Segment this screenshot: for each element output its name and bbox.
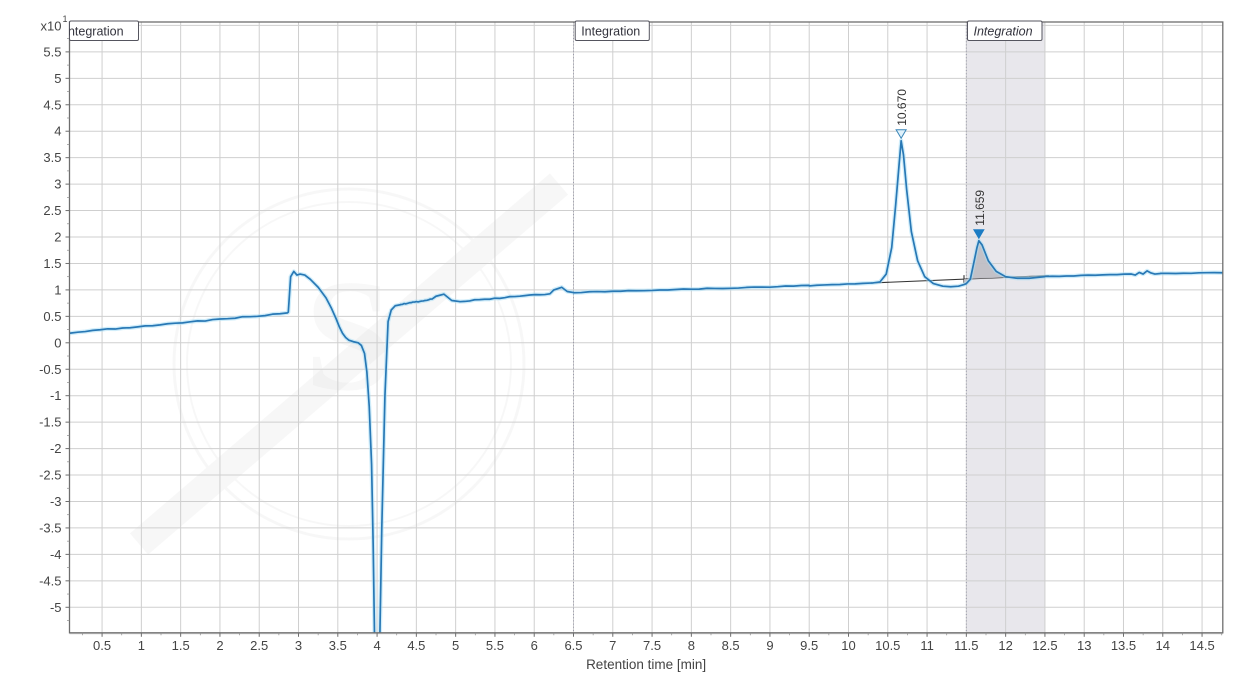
svg-text:-3.5: -3.5 xyxy=(39,520,61,535)
svg-text:9: 9 xyxy=(766,638,773,653)
svg-text:2: 2 xyxy=(216,638,223,653)
svg-text:0: 0 xyxy=(54,335,61,350)
svg-text:13.5: 13.5 xyxy=(1111,638,1136,653)
svg-text:-3: -3 xyxy=(50,494,62,509)
svg-text:2.5: 2.5 xyxy=(250,638,268,653)
svg-text:1.5: 1.5 xyxy=(172,638,190,653)
svg-text:1: 1 xyxy=(54,282,61,297)
svg-text:14: 14 xyxy=(1156,638,1170,653)
svg-text:2: 2 xyxy=(54,230,61,245)
svg-text:5.5: 5.5 xyxy=(43,44,61,59)
svg-text:5.5: 5.5 xyxy=(486,638,504,653)
svg-text:7.5: 7.5 xyxy=(643,638,661,653)
svg-text:0.5: 0.5 xyxy=(43,309,61,324)
svg-text:-4.5: -4.5 xyxy=(39,573,61,588)
svg-text:Integration: Integration xyxy=(974,25,1033,39)
svg-text:S: S xyxy=(305,246,394,424)
svg-text:4.5: 4.5 xyxy=(43,97,61,112)
svg-text:3.5: 3.5 xyxy=(329,638,347,653)
svg-text:5: 5 xyxy=(452,638,459,653)
svg-text:Retention time [min]: Retention time [min] xyxy=(586,657,706,672)
svg-text:4: 4 xyxy=(373,638,380,653)
svg-text:5: 5 xyxy=(54,71,61,86)
svg-text:3: 3 xyxy=(54,177,61,192)
svg-text:1: 1 xyxy=(138,638,145,653)
svg-text:4: 4 xyxy=(54,124,61,139)
svg-text:10.5: 10.5 xyxy=(875,638,900,653)
svg-text:1.5: 1.5 xyxy=(43,256,61,271)
svg-text:10: 10 xyxy=(841,638,855,653)
svg-text:3: 3 xyxy=(295,638,302,653)
svg-text:6: 6 xyxy=(531,638,538,653)
svg-text:4.5: 4.5 xyxy=(407,638,425,653)
svg-text:11: 11 xyxy=(920,638,934,653)
svg-text:Integration: Integration xyxy=(581,25,640,39)
svg-text:-5: -5 xyxy=(50,600,62,615)
svg-text:6.5: 6.5 xyxy=(564,638,582,653)
svg-text:11.5: 11.5 xyxy=(954,638,978,653)
svg-text:11.659: 11.659 xyxy=(973,190,987,226)
svg-text:14.5: 14.5 xyxy=(1189,638,1214,653)
svg-text:-4: -4 xyxy=(50,547,62,562)
svg-text:12.5: 12.5 xyxy=(1032,638,1057,653)
svg-text:-1.5: -1.5 xyxy=(39,415,61,430)
svg-text:12: 12 xyxy=(998,638,1012,653)
svg-text:-0.5: -0.5 xyxy=(39,362,61,377)
svg-text:x10: x10 xyxy=(41,19,62,34)
svg-text:0.5: 0.5 xyxy=(93,638,111,653)
svg-text:-2.5: -2.5 xyxy=(39,468,61,483)
svg-text:-2: -2 xyxy=(50,441,62,456)
svg-text:2.5: 2.5 xyxy=(43,203,61,218)
svg-text:3.5: 3.5 xyxy=(43,150,61,165)
svg-text:8: 8 xyxy=(688,638,695,653)
svg-text:-1: -1 xyxy=(50,388,62,403)
svg-text:9.5: 9.5 xyxy=(800,638,818,653)
svg-text:1: 1 xyxy=(63,14,68,24)
svg-text:8.5: 8.5 xyxy=(722,638,740,653)
svg-text:7: 7 xyxy=(609,638,616,653)
svg-text:Integration: Integration xyxy=(65,25,124,39)
svg-text:10.670: 10.670 xyxy=(895,89,909,126)
svg-text:13: 13 xyxy=(1077,638,1091,653)
